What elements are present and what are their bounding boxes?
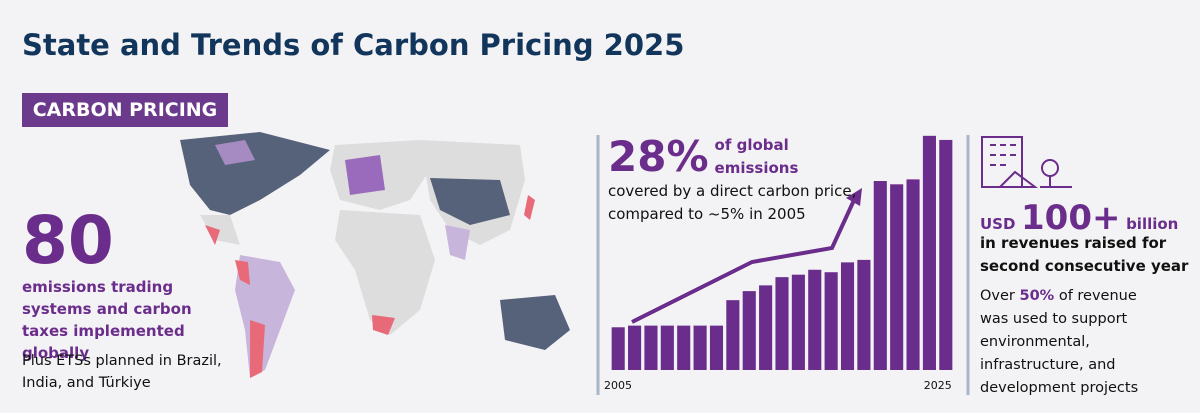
bar <box>644 325 658 370</box>
bar <box>906 179 920 370</box>
bar <box>759 285 773 370</box>
world-map <box>180 132 570 378</box>
bar-chart: 2005 2025 <box>604 135 953 392</box>
bar <box>857 259 871 370</box>
revenue-unit: billion <box>1126 215 1179 233</box>
bar <box>677 325 691 370</box>
bar <box>660 325 674 370</box>
revenue-use: Over 50% of revenue was used to support … <box>980 285 1160 400</box>
bar <box>709 325 724 370</box>
revenue-caption: in revenues raised for second consecutiv… <box>980 234 1189 275</box>
bar <box>890 184 904 370</box>
bar <box>611 327 625 370</box>
bar <box>873 181 887 370</box>
building-icon <box>981 136 1072 188</box>
coverage-number: 28% <box>608 132 709 181</box>
page-title: State and Trends of Carbon Pricing 2025 <box>22 28 685 62</box>
bar <box>726 300 740 370</box>
currency: USD <box>980 215 1016 233</box>
stat-description: emissions trading systems and carbon tax… <box>22 278 192 362</box>
revenue-number: 100+ <box>1021 198 1121 238</box>
coverage-text: 28% of global emissions covered by a dir… <box>608 134 863 226</box>
section-badge: CARBON PRICING <box>22 93 228 127</box>
bar <box>628 325 642 370</box>
text: Over <box>980 288 1020 304</box>
stat-number: 80 <box>22 202 114 279</box>
bar <box>791 274 805 370</box>
coverage-emphasis: of global emissions <box>714 136 799 177</box>
revenue-headline: USD 100+ billion <box>980 198 1178 238</box>
x-tick-label: 2005 <box>604 379 632 392</box>
bar <box>775 277 789 370</box>
revenue-share: 50% <box>1019 288 1055 304</box>
bar <box>840 262 855 370</box>
text: of revenue was used to support environme… <box>980 288 1139 396</box>
bar <box>808 269 822 370</box>
bar <box>693 325 707 370</box>
bar <box>824 272 838 370</box>
x-tick-label: 2025 <box>924 379 952 392</box>
stat-note: Plus ETSs planned in Brazil, India, and … <box>22 353 222 391</box>
bar <box>742 291 756 370</box>
bar <box>922 135 936 370</box>
bar <box>939 139 953 370</box>
coverage-description: covered by a direct carbon price, compar… <box>608 182 857 223</box>
trend-arrow <box>631 188 862 324</box>
